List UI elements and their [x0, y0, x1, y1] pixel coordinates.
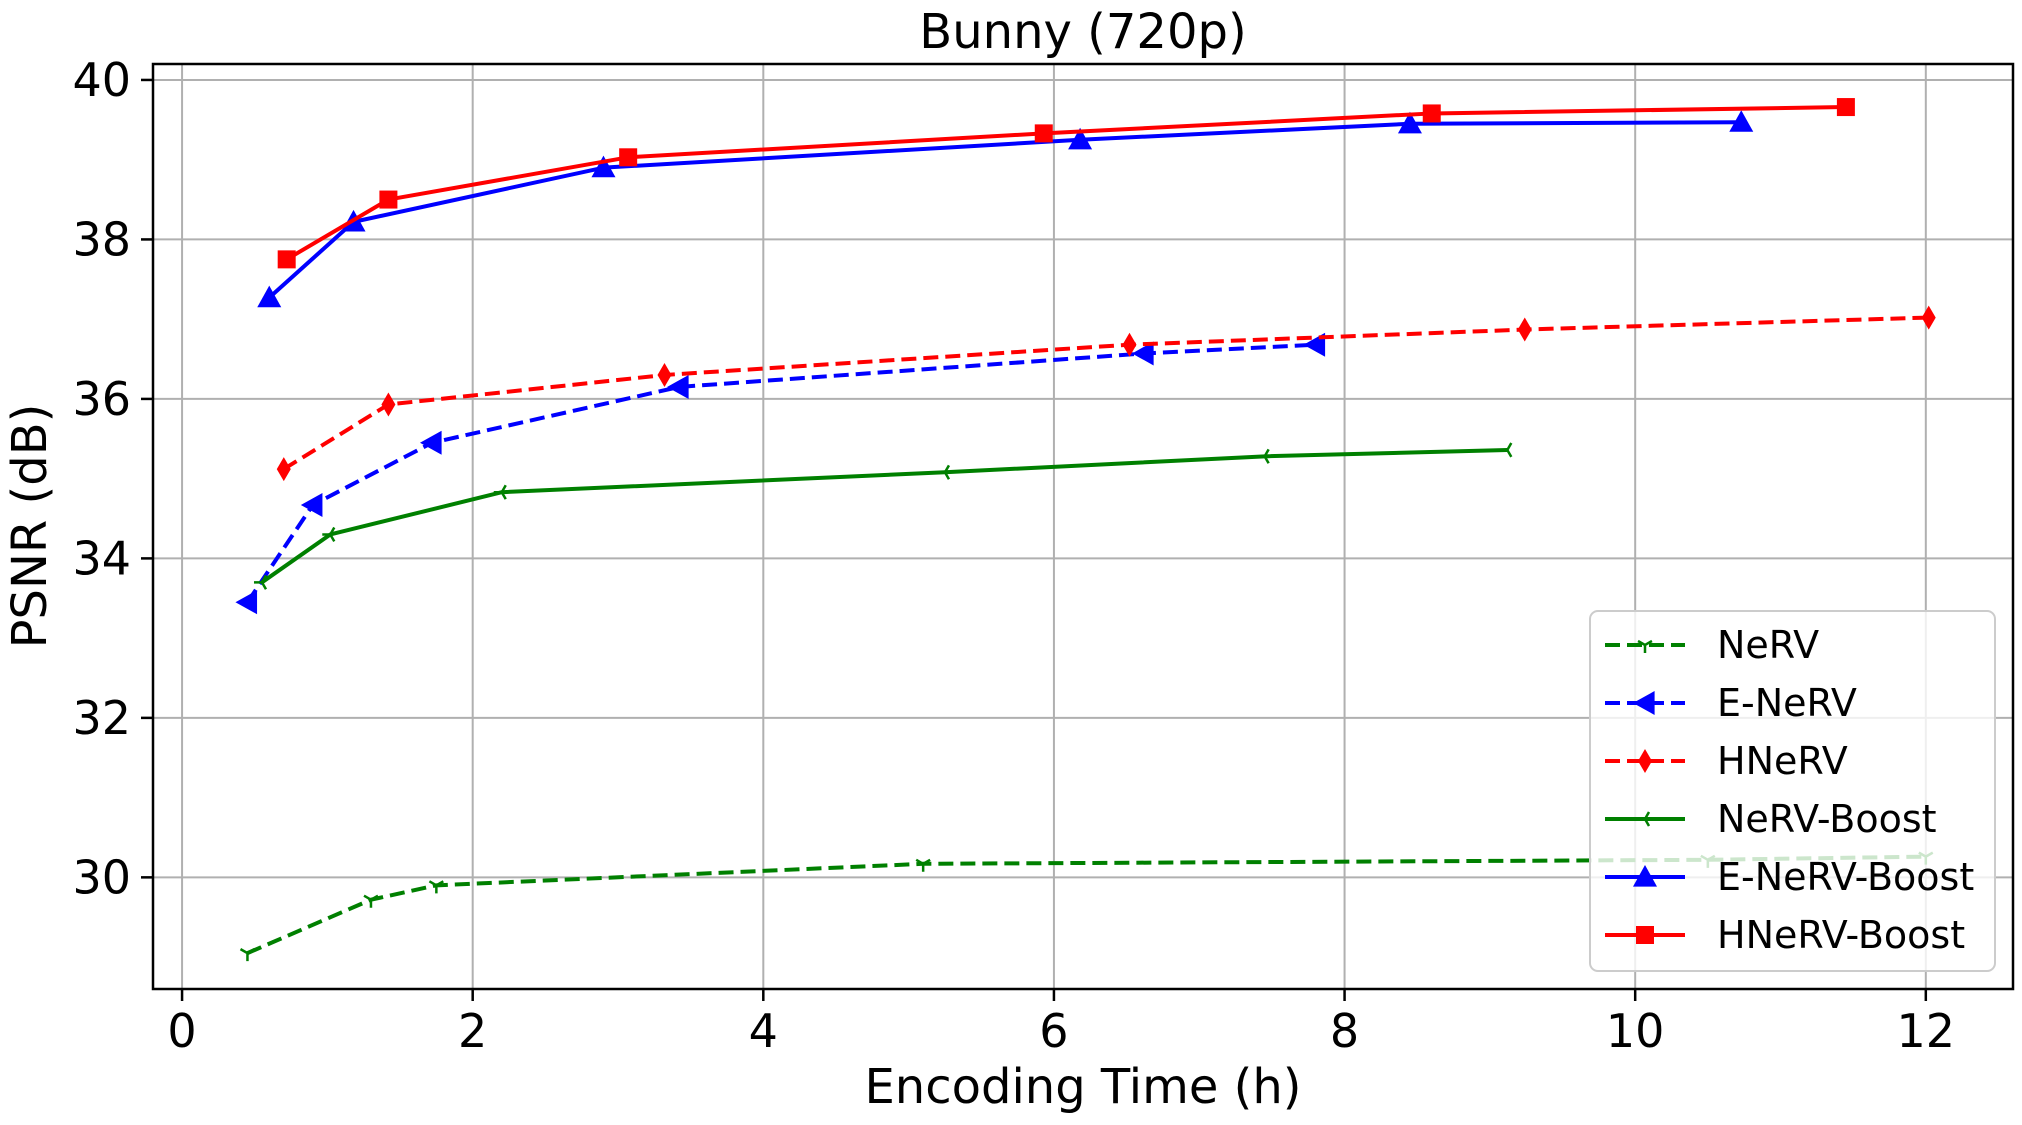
data-point-hnerv [1122, 332, 1137, 357]
data-point-hnerv [381, 392, 396, 417]
legend-entry-hnerv-boost: HNeRV-Boost [1605, 913, 1965, 957]
legend: NeRV E-NeRV HNeRV NeRV-Boost E-NeRV-Boost HNe… [1589, 610, 1996, 972]
x-tick-label: 8 [1330, 1004, 1359, 1058]
data-point-nerv [239, 948, 256, 962]
y-tick-label: 30 [72, 850, 131, 904]
data-point-nerv-boost [1499, 442, 1513, 458]
data-point-hnerv [1517, 317, 1532, 342]
legend-marker-nerv [1637, 639, 1653, 653]
legend-marker-hnerv-boost [1636, 926, 1654, 944]
axis-ticks: 0 2 4 6 8 10 12 30 32 34 36 38 40 [72, 53, 1955, 1058]
data-point-nerv-boost [936, 464, 951, 480]
x-axis-label: Encoding Time (h) [864, 1059, 1301, 1115]
data-point-e-nerv-boost [1397, 111, 1422, 134]
data-point-hnerv-boost [379, 190, 398, 209]
data-point-nerv-boost [1256, 448, 1270, 464]
data-point-hnerv [276, 457, 291, 482]
plot-frame [151, 62, 2015, 991]
legend-marker-e-nerv [1633, 691, 1655, 715]
data-point-nerv [915, 858, 931, 872]
data-point-hnerv-boost [277, 250, 296, 269]
series-line-hnerv-boost [285, 105, 1846, 262]
legend-label-hnerv: HNeRV [1717, 739, 1848, 783]
legend-entry-hnerv: HNeRV [1605, 739, 1848, 783]
series-hnerv-boost [277, 98, 1855, 269]
data-point-nerv [363, 894, 379, 908]
data-point-hnerv-boost [1034, 124, 1053, 143]
legend-entry-nerv: NeRV [1605, 623, 1819, 667]
data-point-e-nerv-boost [1068, 127, 1093, 150]
series-line-e-nerv [245, 342, 1316, 604]
series-hnerv [276, 305, 1936, 482]
legend-entry-e-nerv: E-NeRV [1605, 681, 1857, 725]
data-point-e-nerv-boost [257, 285, 282, 308]
grid [153, 64, 2013, 989]
x-tick-label: 4 [749, 1004, 778, 1058]
x-tick-label: 0 [167, 1004, 196, 1058]
y-tick-label: 36 [72, 372, 131, 426]
x-tick-label: 2 [458, 1004, 487, 1058]
series-line-nerv-boost [260, 447, 1508, 584]
data-point-e-nerv [300, 492, 323, 517]
y-tick-label: 32 [72, 691, 131, 745]
legend-marker-e-nerv-boost [1633, 865, 1657, 887]
y-tick-label: 34 [72, 531, 131, 585]
x-tick-label: 10 [1606, 1004, 1665, 1058]
legend-label-nerv-boost: NeRV-Boost [1717, 797, 1937, 841]
legend-entry-nerv-boost: NeRV-Boost [1605, 797, 1937, 841]
data-point-hnerv-boost [1422, 104, 1441, 123]
data-point-hnerv-boost [619, 148, 638, 167]
legend-label-e-nerv: E-NeRV [1717, 681, 1857, 725]
data-point-hnerv-boost [1836, 98, 1855, 117]
chart-title: Bunny (720p) [919, 4, 1246, 60]
data-point-e-nerv [667, 374, 689, 399]
data-point-e-nerv [235, 590, 258, 615]
data-point-e-nerv [420, 430, 442, 455]
legend-label-nerv: NeRV [1717, 623, 1819, 667]
data-point-nerv [428, 880, 444, 894]
y-tick-label: 38 [72, 212, 131, 266]
legend-entries: NeRV E-NeRV HNeRV NeRV-Boost E-NeRV-Boost HNe… [1605, 623, 1974, 957]
legend-entry-e-nerv-boost: E-NeRV-Boost [1605, 855, 1974, 899]
x-tick-label: 12 [1897, 1004, 1956, 1058]
series-nerv-boost [253, 442, 1513, 590]
legend-label-hnerv-boost: HNeRV-Boost [1717, 913, 1965, 957]
data-point-nerv-boost [253, 574, 268, 590]
series-line-e-nerv-boost [267, 120, 1742, 300]
x-tick-label: 6 [1039, 1004, 1068, 1058]
data-point-nerv-boost [493, 484, 507, 500]
data-point-hnerv [1921, 305, 1936, 330]
series-e-nerv-boost [257, 110, 1754, 308]
legend-marker-hnerv [1638, 749, 1652, 773]
data-point-e-nerv [1132, 341, 1154, 366]
legend-label-e-nerv-boost: E-NeRV-Boost [1717, 855, 1974, 899]
legend-marker-nerv-boost [1637, 811, 1651, 827]
data-point-e-nerv-boost [591, 155, 616, 178]
series-e-nerv [235, 332, 1326, 615]
data-point-hnerv [657, 362, 672, 387]
data-point-e-nerv-boost [1729, 110, 1754, 132]
y-tick-label: 40 [72, 53, 131, 107]
data-point-nerv-boost [322, 526, 336, 543]
series-line-hnerv [282, 315, 1929, 471]
plot-series [235, 98, 1936, 962]
y-axis-label: PSNR (dB) [2, 404, 58, 649]
legend-box [1589, 610, 1996, 972]
